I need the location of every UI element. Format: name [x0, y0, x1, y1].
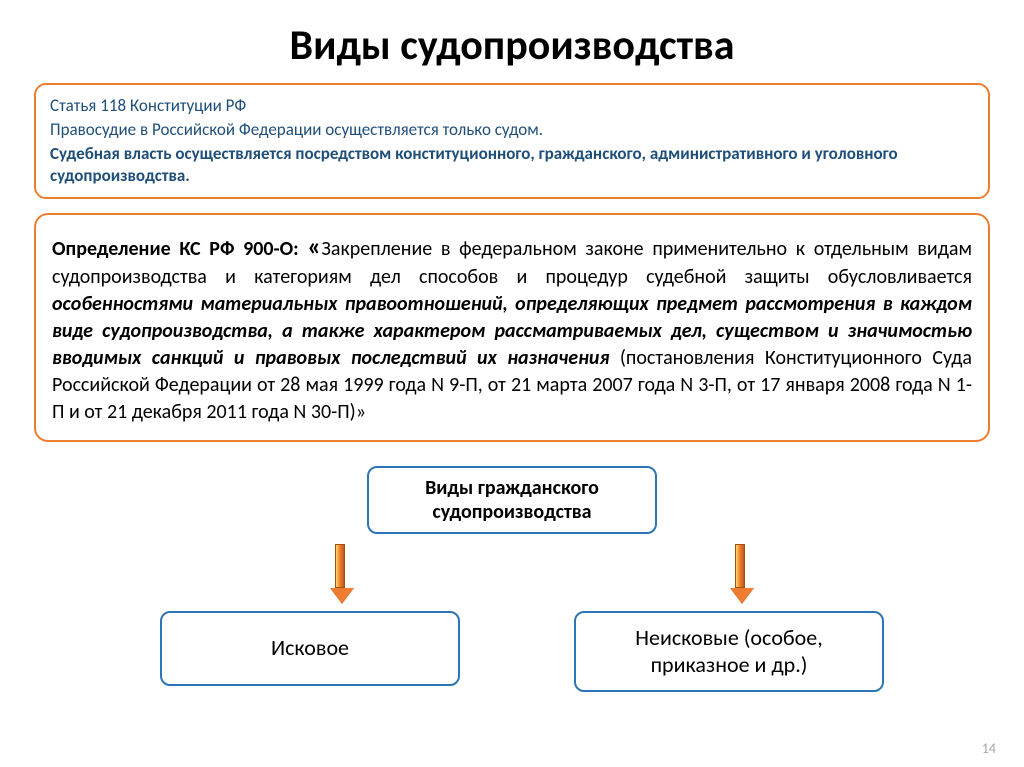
types-diagram: Виды гражданского судопроизводства Исков…	[30, 466, 994, 696]
article-118-box: Статья 118 Конституции РФ Правосудие в Р…	[34, 83, 990, 199]
diagram-leaf-left: Исковое	[160, 611, 460, 685]
arrow-down-icon	[730, 588, 754, 604]
diagram-leaf-right: Неисковые (особое, приказное и др.)	[574, 611, 884, 692]
arrow-right	[730, 544, 750, 604]
definition-lead: Определение КС РФ 900-О:	[52, 237, 307, 261]
open-quote: «	[307, 230, 321, 262]
page-title: Виды судопроизводства	[30, 20, 994, 71]
article-line-3: Судебная власть осуществляется посредств…	[50, 143, 974, 187]
diagram-root-box: Виды гражданского судопроизводства	[367, 466, 657, 534]
page-number: 14	[982, 740, 996, 757]
arrow-left	[330, 544, 350, 604]
article-line-2: Правосудие в Российской Федерации осущес…	[50, 119, 974, 141]
article-line-1: Статья 118 Конституции РФ	[50, 95, 974, 117]
arrow-shaft	[735, 544, 745, 588]
arrow-down-icon	[330, 588, 354, 604]
arrow-shaft	[335, 544, 345, 588]
definition-box: Определение КС РФ 900-О: «Закрепление в …	[34, 213, 990, 442]
